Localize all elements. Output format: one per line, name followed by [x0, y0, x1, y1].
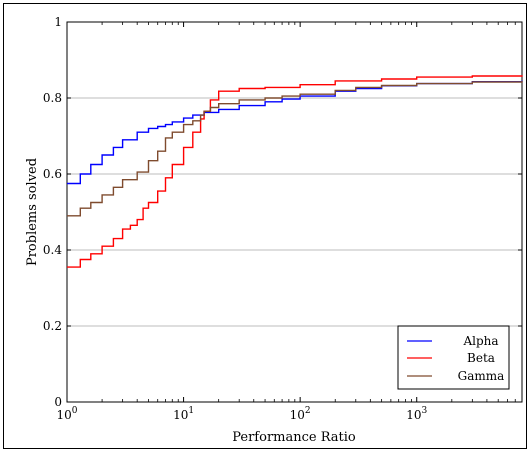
x-tick-label: 102: [290, 406, 311, 422]
y-tick-label: 0.6: [43, 167, 62, 181]
y-tick-label: 0.8: [43, 91, 62, 105]
series-lines: [67, 75, 523, 268]
y-tick-label: 0.4: [43, 243, 62, 257]
x-tick-label: 103: [406, 406, 427, 422]
x-axis-label: Performance Ratio: [232, 430, 356, 445]
y-tick-label: 1: [54, 15, 62, 29]
legend-label-gamma: Gamma: [458, 369, 505, 383]
x-tick-label: 101: [173, 406, 194, 422]
y-tick-label: 0: [54, 395, 62, 409]
series-line-gamma: [67, 80, 523, 217]
legend-label-alpha: Alpha: [462, 334, 498, 348]
x-tick-label: 100: [56, 406, 77, 422]
legend-label-beta: Beta: [467, 351, 495, 365]
series-line-beta: [67, 75, 523, 268]
legend: Alpha Beta Gamma: [397, 325, 510, 390]
gridlines: [67, 97, 522, 327]
axis-ticks: 0 0.2 0.4 0.6 0.8 1 100 101 102 103: [43, 15, 523, 422]
y-axis-label: Problems solved: [25, 158, 40, 266]
y-tick-label: 0.2: [43, 319, 62, 333]
